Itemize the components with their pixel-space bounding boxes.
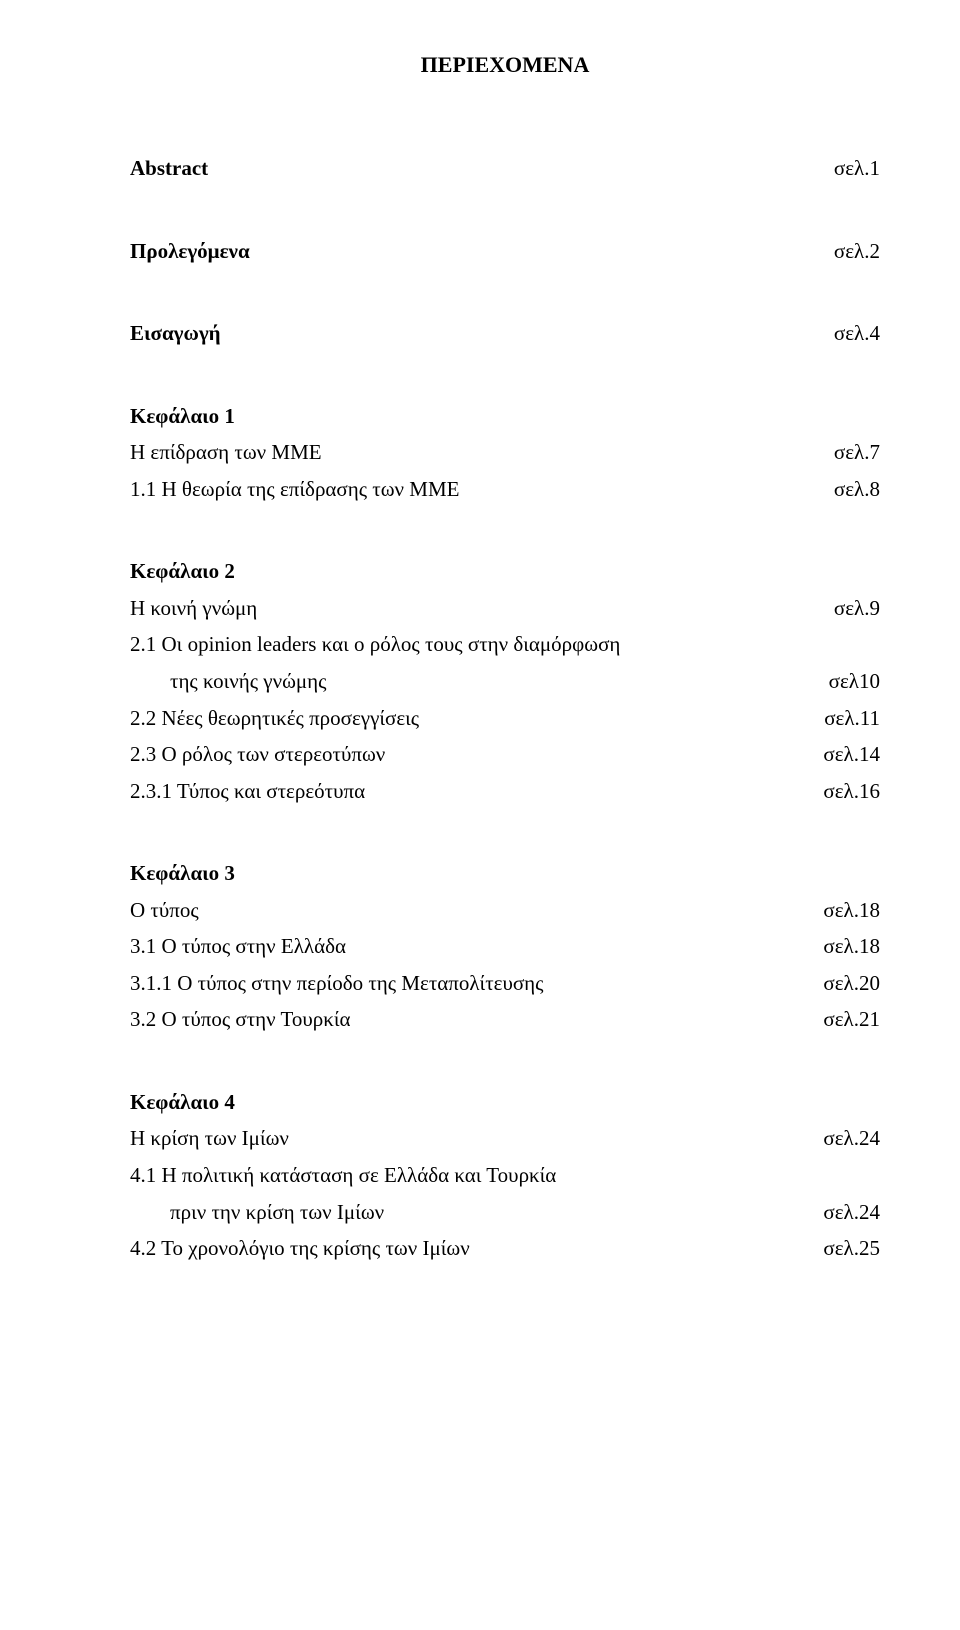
toc-label: 2.3 Ο ρόλος των στερεοτύπων (130, 738, 823, 771)
toc-label: Abstract (130, 152, 834, 185)
toc-row: 4.2 Το χρονολόγιο της κρίσης των Ιμίων σ… (130, 1232, 880, 1265)
toc-row-abstract: Abstract σελ.1 (130, 152, 880, 185)
toc-section-intro: Εισαγωγή σελ.4 (130, 317, 880, 350)
toc-section-prolegomena: Προλεγόμενα σελ.2 (130, 235, 880, 268)
toc-label: 3.2 Ο τύπος στην Τουρκία (130, 1003, 823, 1036)
toc-row-wrap-2: της κοινής γνώμης σελ10 (130, 665, 880, 698)
toc-chapter-2: Κεφάλαιο 2 Η κοινή γνώμη σελ.9 2.1 Οι op… (130, 555, 880, 807)
toc-row-intro: Εισαγωγή σελ.4 (130, 317, 880, 350)
toc-label: 3.1.1 Ο τύπος στην περίοδο της Μεταπολίτ… (130, 967, 823, 1000)
toc-row: 2.3 Ο ρόλος των στερεοτύπων σελ.14 (130, 738, 880, 771)
toc-page: σελ.7 (834, 436, 880, 469)
toc-page: σελ.24 (823, 1122, 880, 1155)
toc-label-indented: πριν την κρίση των Ιμίων (130, 1196, 823, 1229)
toc-row: 2.3.1 Τύπος και στερεότυπα σελ.16 (130, 775, 880, 808)
toc-page: σελ.18 (823, 930, 880, 963)
toc-label: 2.1 Οι opinion leaders και ο ρόλος τους … (130, 628, 880, 661)
toc-page: σελ.20 (823, 967, 880, 1000)
toc-page: σελ.14 (823, 738, 880, 771)
toc-row: 1.1 Η θεωρία της επίδρασης των ΜΜΕ σελ.8 (130, 473, 880, 506)
toc-section-abstract: Abstract σελ.1 (130, 152, 880, 185)
toc-row: Η κοινή γνώμη σελ.9 (130, 592, 880, 625)
toc-page: σελ.16 (823, 775, 880, 808)
toc-chapter-3: Κεφάλαιο 3 Ο τύπος σελ.18 3.1 Ο τύπος στ… (130, 857, 880, 1036)
toc-page: σελ.9 (834, 592, 880, 625)
chapter-head: Κεφάλαιο 2 (130, 555, 880, 588)
toc-label: Εισαγωγή (130, 317, 834, 350)
toc-page: σελ.24 (823, 1196, 880, 1229)
toc-row: 2.2 Νέες θεωρητικές προσεγγίσεις σελ.11 (130, 702, 880, 735)
toc-page: σελ.11 (824, 702, 880, 735)
toc-label: 2.2 Νέες θεωρητικές προσεγγίσεις (130, 702, 824, 735)
toc-label: 2.3.1 Τύπος και στερεότυπα (130, 775, 823, 808)
toc-page: σελ.25 (823, 1232, 880, 1265)
chapter-head: Κεφάλαιο 3 (130, 857, 880, 890)
toc-label: Η κρίση των Ιμίων (130, 1122, 823, 1155)
chapter-head: Κεφάλαιο 4 (130, 1086, 880, 1119)
toc-row-wrap-1: 2.1 Οι opinion leaders και ο ρόλος τους … (130, 628, 880, 661)
chapter-head: Κεφάλαιο 1 (130, 400, 880, 433)
toc-label: Προλεγόμενα (130, 235, 834, 268)
toc-row: Ο τύπος σελ.18 (130, 894, 880, 927)
toc-page: σελ.8 (834, 473, 880, 506)
toc-label: 3.1 Ο τύπος στην Ελλάδα (130, 930, 823, 963)
toc-chapter-4: Κεφάλαιο 4 Η κρίση των Ιμίων σελ.24 4.1 … (130, 1086, 880, 1265)
toc-page: σελ.18 (823, 894, 880, 927)
toc-label: 4.1 Η πολιτική κατάσταση σε Ελλάδα και Τ… (130, 1159, 880, 1192)
toc-chapter-1: Κεφάλαιο 1 Η επίδραση των ΜΜΕ σελ.7 1.1 … (130, 400, 880, 506)
toc-row: 3.1.1 Ο τύπος στην περίοδο της Μεταπολίτ… (130, 967, 880, 1000)
toc-page: σελ.2 (834, 235, 880, 268)
toc-label: 4.2 Το χρονολόγιο της κρίσης των Ιμίων (130, 1232, 823, 1265)
toc-row: 3.2 Ο τύπος στην Τουρκία σελ.21 (130, 1003, 880, 1036)
toc-page: σελ.4 (834, 317, 880, 350)
toc-label: Η επίδραση των ΜΜΕ (130, 436, 834, 469)
toc-label: Η κοινή γνώμη (130, 592, 834, 625)
toc-label: 1.1 Η θεωρία της επίδρασης των ΜΜΕ (130, 473, 834, 506)
toc-page: σελ10 (829, 665, 880, 698)
toc-label-indented: της κοινής γνώμης (130, 665, 829, 698)
toc-row-prolegomena: Προλεγόμενα σελ.2 (130, 235, 880, 268)
document-title: ΠΕΡΙΕΧΟΜΕΝΑ (130, 48, 880, 82)
toc-row-wrap-1: 4.1 Η πολιτική κατάσταση σε Ελλάδα και Τ… (130, 1159, 880, 1192)
toc-label: Ο τύπος (130, 894, 823, 927)
toc-row: 3.1 Ο τύπος στην Ελλάδα σελ.18 (130, 930, 880, 963)
toc-row: Η κρίση των Ιμίων σελ.24 (130, 1122, 880, 1155)
toc-page: σελ.1 (834, 152, 880, 185)
toc-row: Η επίδραση των ΜΜΕ σελ.7 (130, 436, 880, 469)
toc-row-wrap-2: πριν την κρίση των Ιμίων σελ.24 (130, 1196, 880, 1229)
toc-page: σελ.21 (823, 1003, 880, 1036)
